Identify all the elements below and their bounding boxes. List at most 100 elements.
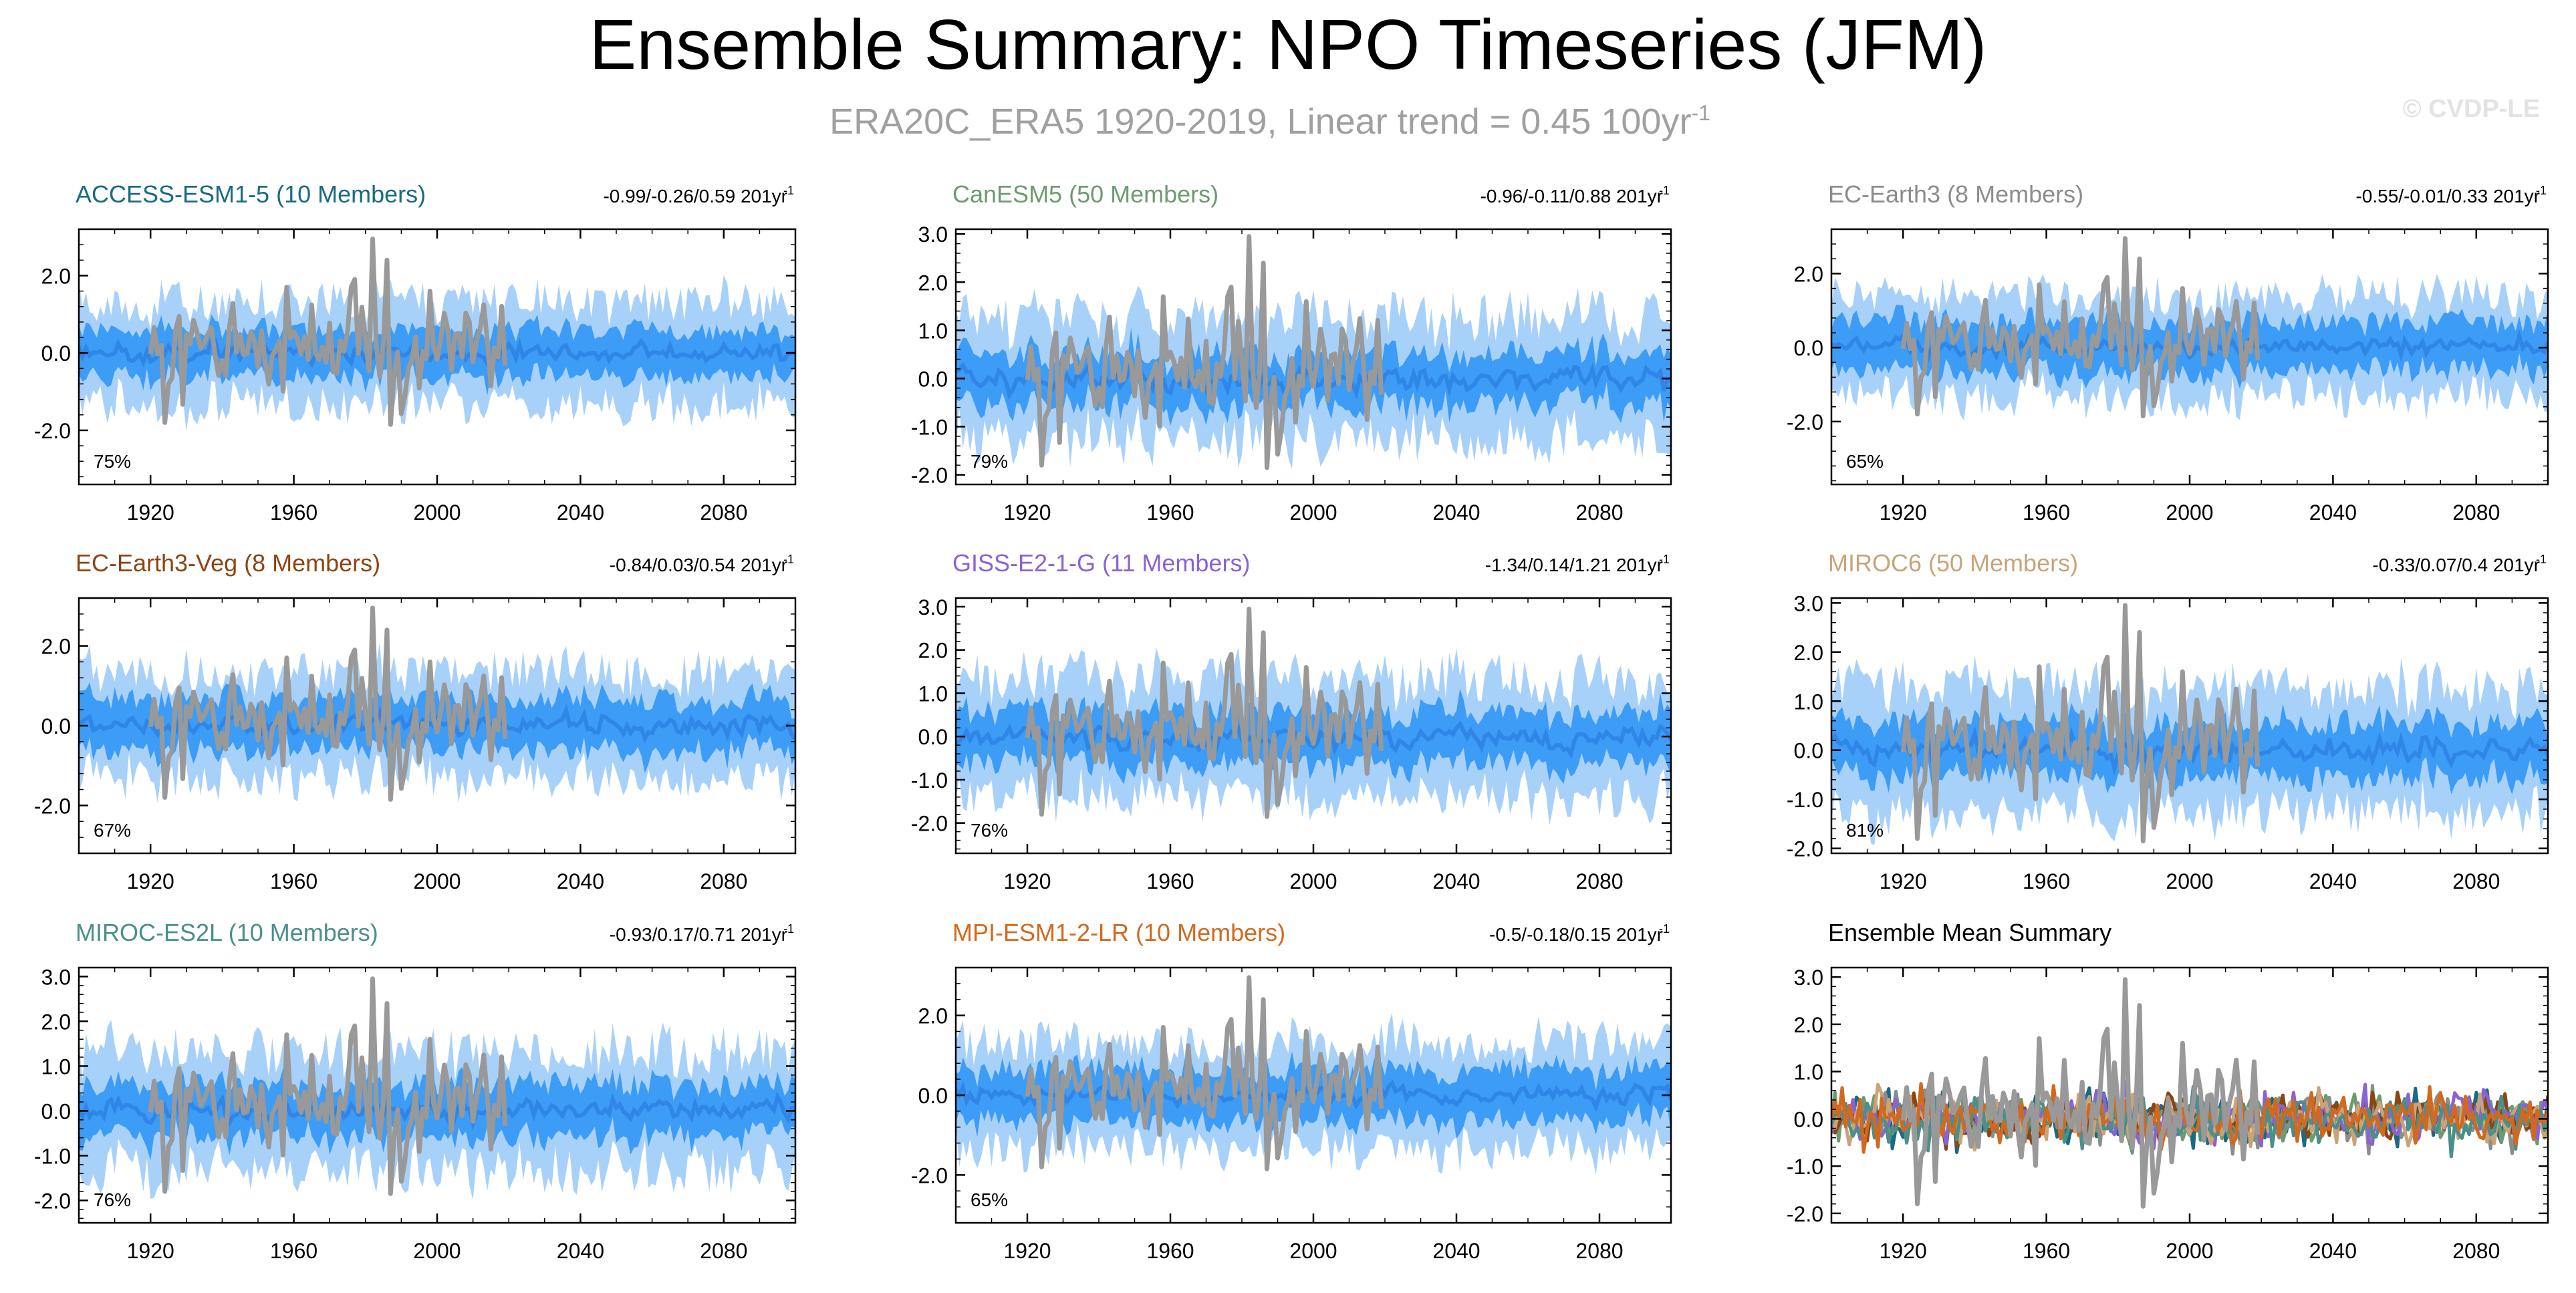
trend-sup: -1	[2536, 184, 2547, 197]
panel-title: CanESM5 (50 Members)	[952, 180, 1218, 208]
panel-8: -2.0 0.0 2.0 1920 1960 2000 2040 2080 MPI-ESM1-2…	[911, 919, 1672, 1263]
x-tick-label: 1960	[1146, 500, 1194, 525]
y-tick-label: -1.0	[1787, 788, 1823, 812]
figure-subtitle-sup: -1	[1691, 101, 1710, 125]
y-tick-label: 3.0	[1794, 966, 1823, 990]
trend-sup: -1	[783, 184, 794, 197]
x-tick-label: 1960	[1146, 1239, 1194, 1263]
x-tick-label: 2000	[413, 869, 461, 893]
x-tick-label: 1960	[270, 1239, 317, 1263]
percent-label: 76%	[94, 1189, 131, 1210]
percent-label: 79%	[971, 451, 1008, 472]
plot-area	[1831, 977, 2548, 1209]
trend-sup: -1	[1659, 184, 1670, 197]
y-tick-label: 1.0	[41, 1054, 71, 1079]
y-tick-label: -2.0	[911, 464, 948, 488]
panel-3: -2.0 0.0 2.0 1920 1960 2000 2040 2080 EC-Earth3 …	[1787, 180, 2549, 525]
y-tick-label: 1.0	[1794, 690, 1823, 714]
y-tick-label: 0.0	[41, 1099, 71, 1123]
plot-area	[1831, 236, 2548, 421]
plot-area	[956, 234, 1671, 470]
percent-label: 76%	[971, 820, 1008, 841]
x-tick-label: 2040	[2309, 500, 2357, 525]
y-tick-label: -2.0	[911, 1163, 948, 1187]
y-tick-label: -2.0	[1787, 1202, 1823, 1226]
y-tick-label: 0.0	[41, 341, 71, 366]
percent-label: 81%	[1846, 820, 1884, 841]
y-tick-label: 3.0	[918, 595, 948, 619]
ensemble-mean-line	[79, 704, 795, 744]
percent-label: 65%	[971, 1189, 1008, 1210]
panel-6: -2.0 -1.0 0.0 1.0 2.0 3.0 1920 1960 2000 2040 2080…	[1787, 549, 2549, 893]
panel-title: GISS-E2-1-G (11 Members)	[952, 549, 1250, 577]
x-tick-label: 2040	[557, 1239, 604, 1263]
percent-label: 75%	[94, 451, 131, 472]
y-tick-label: -2.0	[34, 419, 71, 443]
x-tick-label: 1920	[1003, 1239, 1051, 1263]
panel-title: Ensemble Mean Summary	[1828, 919, 2111, 946]
x-tick-label: 2040	[1432, 869, 1480, 893]
x-tick-label: 1920	[1880, 500, 1927, 525]
trend-sup: -1	[2536, 553, 2547, 566]
y-tick-label: 0.0	[918, 1084, 948, 1108]
trend-text: -0.96/-0.11/0.88 201yr	[1480, 186, 1663, 206]
y-tick-label: -1.0	[911, 416, 948, 440]
y-tick-label: 1.0	[918, 682, 948, 706]
x-tick-label: 2080	[2452, 1239, 2500, 1263]
y-tick-label: 0.0	[1794, 336, 1823, 360]
panel-4: -2.0 0.0 2.0 1920 1960 2000 2040 2080 EC-Earth3-…	[34, 549, 797, 893]
x-tick-label: 2040	[2309, 1239, 2357, 1263]
x-tick-label: 2000	[413, 1239, 461, 1263]
panel-2: -2.0 -1.0 0.0 1.0 2.0 3.0 1920 1960 2000 2040 2080…	[911, 180, 1672, 525]
x-tick-label: 1960	[1146, 869, 1194, 893]
plot-area	[79, 605, 795, 803]
y-tick-label: 0.0	[918, 725, 948, 749]
y-tick-label: -2.0	[34, 794, 71, 818]
plot-area	[79, 976, 795, 1200]
y-tick-label: -1.0	[911, 768, 948, 793]
x-tick-label: 2080	[1575, 869, 1623, 893]
x-tick-label: 1920	[127, 500, 174, 525]
y-tick-label: 0.0	[41, 714, 71, 738]
y-tick-label: -1.0	[34, 1144, 71, 1168]
observations-line	[1025, 234, 1384, 470]
x-tick-label: 1960	[2023, 869, 2070, 893]
y-tick-label: 2.0	[1794, 641, 1823, 665]
trend-text: -0.5/-0.18/0.15 201yr	[1489, 924, 1663, 945]
trend-text: -0.33/0.07/0.4 201yr	[2372, 555, 2540, 575]
figure-title: Ensemble Summary: NPO Timeseries (JFM)	[590, 5, 1987, 84]
y-tick-label: 2.0	[41, 635, 71, 659]
panel-9: -2.0 -1.0 0.0 1.0 2.0 3.0 1920 1960 2000 2040 2080…	[1787, 919, 2549, 1263]
y-tick-label: 3.0	[1794, 591, 1823, 615]
ensemble-mean-line	[1831, 329, 2548, 363]
observations-line	[148, 237, 508, 427]
x-tick-label: 1920	[1003, 869, 1051, 893]
x-tick-label: 2080	[2452, 869, 2500, 893]
panel-title: ACCESS-ESM1-5 (10 Members)	[76, 180, 426, 208]
panel-title: EC-Earth3 (8 Members)	[1828, 180, 2083, 208]
y-tick-label: 2.0	[41, 1010, 71, 1034]
ensemble-mean-line	[956, 720, 1671, 760]
observations-line	[1900, 603, 2261, 844]
x-tick-label: 2080	[2452, 500, 2500, 525]
panel-5: -2.0 -1.0 0.0 1.0 2.0 3.0 1920 1960 2000 2040 2080…	[911, 549, 1672, 893]
plot-area	[956, 606, 1671, 826]
x-tick-label: 2040	[1432, 1239, 1480, 1263]
x-tick-label: 2000	[413, 500, 461, 525]
x-tick-label: 2080	[1575, 1239, 1623, 1263]
y-tick-label: -2.0	[34, 1189, 71, 1213]
x-tick-label: 1960	[2023, 1239, 2070, 1263]
observations-line	[1900, 977, 2261, 1209]
panel-title: MIROC6 (50 Members)	[1828, 549, 2078, 577]
figure-subtitle-main: ERA20C_ERA5 1920-2019, Linear trend = 0.…	[829, 102, 1691, 142]
panel-7: -2.0 -1.0 0.0 1.0 2.0 3.0 1920 1960 2000 2040 2080…	[34, 919, 797, 1263]
x-tick-label: 1920	[1880, 1239, 1927, 1263]
y-tick-label: 2.0	[918, 271, 948, 295]
y-tick-label: -2.0	[1787, 410, 1823, 434]
y-tick-label: 1.0	[918, 319, 948, 343]
trend-text: -0.99/-0.26/0.59 201yr	[603, 186, 787, 206]
y-tick-label: 2.0	[918, 639, 948, 663]
trend-sup: -1	[783, 553, 794, 566]
panel-title: MPI-ESM1-2-LR (10 Members)	[952, 919, 1285, 946]
